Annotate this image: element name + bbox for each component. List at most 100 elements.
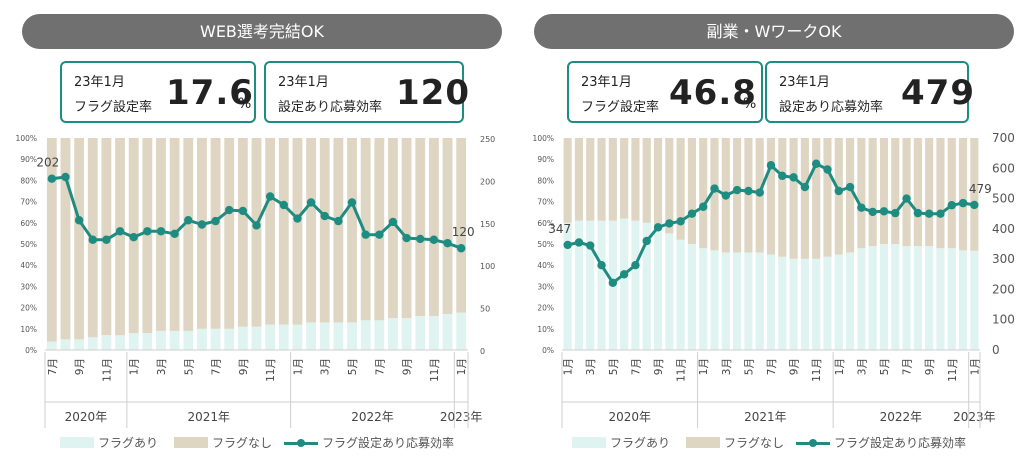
bar-flag-yes xyxy=(333,322,344,350)
right-axis-tick: 200 xyxy=(992,282,1015,296)
bar-flag-yes xyxy=(733,252,742,350)
bar-flag-yes xyxy=(197,328,207,350)
bar-flag-yes xyxy=(237,326,248,350)
data-label: 120 xyxy=(452,225,475,239)
bar-flag-no xyxy=(925,138,934,247)
bar-flag-no xyxy=(913,138,922,247)
efficiency-point xyxy=(429,235,439,244)
efficiency-point xyxy=(687,209,697,218)
efficiency-point xyxy=(800,182,810,192)
efficiency-point xyxy=(115,227,125,236)
x-tick-label: 11月 xyxy=(265,358,277,382)
efficiency-point xyxy=(211,216,220,226)
bar-flag-no xyxy=(879,138,889,244)
left-axis-tick: 30% xyxy=(537,282,554,291)
left-axis-tick: 90% xyxy=(537,155,554,164)
bar-flag-yes xyxy=(620,218,629,350)
bar-flag-no xyxy=(699,138,708,249)
efficiency-point xyxy=(225,205,234,215)
right-axis-tick: 300 xyxy=(992,252,1015,266)
kpi-efficiency: 23年1月 設定あり応募効率 479 xyxy=(765,61,974,123)
x-tick-label: 5月 xyxy=(608,358,620,375)
efficiency-point xyxy=(699,202,708,211)
bar-flag-yes xyxy=(936,248,945,350)
bar-flag-no xyxy=(278,138,289,325)
right-axis-tick: 700 xyxy=(992,131,1015,145)
legend-swatch xyxy=(572,437,606,448)
efficiency-point xyxy=(102,235,111,244)
bar-flag-yes xyxy=(224,328,235,350)
efficiency-point xyxy=(958,198,968,208)
bar-flag-yes xyxy=(834,254,843,350)
bar-flag-no xyxy=(687,138,696,244)
bar-flag-no xyxy=(74,138,85,340)
legend-flag-no: フラグなし xyxy=(174,434,272,451)
bar-flag-yes xyxy=(812,258,821,350)
right-axis-tick: 250 xyxy=(480,135,495,144)
bar-flag-yes xyxy=(183,330,194,350)
bar-flag-yes xyxy=(857,248,866,350)
x-tick-label: 9月 xyxy=(74,358,86,375)
bar-flag-no xyxy=(360,138,371,321)
bar-flag-yes xyxy=(970,250,979,350)
bar-flag-yes xyxy=(265,324,276,350)
efficiency-point xyxy=(88,235,97,244)
left-axis-tick: 10% xyxy=(537,325,554,334)
panel-title: 副業・WワークOK xyxy=(534,14,1014,49)
year-label: 2023年 xyxy=(953,410,996,424)
right-axis-tick: 100 xyxy=(480,262,495,271)
bar-flag-no xyxy=(319,138,330,323)
bar-flag-no xyxy=(183,138,194,331)
bar-flag-no xyxy=(586,138,595,221)
bar-flag-yes xyxy=(169,330,180,350)
kpi-label: 設定あり応募効率 xyxy=(779,100,884,115)
bar-flag-yes xyxy=(766,254,776,350)
bar-flag-no xyxy=(374,138,385,321)
bar-flag-no xyxy=(608,138,617,221)
legend-swatch xyxy=(686,437,720,448)
legend-label: フラグなし xyxy=(212,436,273,450)
legend-line-marker xyxy=(796,437,830,449)
bar-flag-yes xyxy=(374,320,385,350)
efficiency-point xyxy=(143,227,152,236)
bar-flag-yes xyxy=(597,220,606,350)
efficiency-point xyxy=(778,171,787,181)
bar-flag-no xyxy=(947,138,956,249)
bar-flag-no xyxy=(812,138,821,259)
x-tick-label: 7月 xyxy=(374,358,386,375)
bar-flag-yes xyxy=(721,252,730,350)
bar-flag-yes xyxy=(156,330,166,350)
bar-flag-yes xyxy=(292,324,303,350)
bar-flag-no xyxy=(902,138,911,247)
bar-flag-no xyxy=(115,138,125,336)
kpi-label: フラグ設定率 xyxy=(581,100,660,115)
bar-flag-no xyxy=(744,138,753,253)
bar-flag-no xyxy=(251,138,262,327)
x-tick-label: 1月 xyxy=(292,358,304,375)
x-tick-label: 9月 xyxy=(653,358,665,375)
kpi-value: 46.8 xyxy=(669,73,757,113)
left-axis-tick: 50% xyxy=(537,240,554,249)
year-label: 2021年 xyxy=(187,410,230,424)
efficiency-point xyxy=(823,165,832,174)
efficiency-point xyxy=(388,217,398,227)
bar-flag-yes xyxy=(574,220,584,350)
left-axis-tick: 90% xyxy=(20,155,37,164)
efficiency-point xyxy=(197,220,207,229)
x-tick-label: 3月 xyxy=(156,358,168,375)
efficiency-point xyxy=(868,207,877,217)
x-tick-label: 7月 xyxy=(211,358,223,375)
legend-line-marker xyxy=(284,437,318,449)
x-tick-label: 5月 xyxy=(347,358,359,375)
bar-flag-no xyxy=(237,138,248,327)
x-tick-label: 9月 xyxy=(924,358,936,375)
bar-flag-no xyxy=(778,138,787,257)
panel-side-job: 副業・WワークOK 23年1月 フラグ設定率 46.8 % 23年1月 設定あり… xyxy=(512,0,1024,466)
bar-flag-yes xyxy=(306,322,316,350)
bar-flag-no xyxy=(733,138,742,253)
bar-flag-no xyxy=(333,138,344,323)
bar-flag-yes xyxy=(902,246,911,350)
right-axis-tick: 50 xyxy=(480,305,490,314)
x-tick-label: 1月 xyxy=(563,358,575,375)
efficiency-point xyxy=(129,233,138,242)
